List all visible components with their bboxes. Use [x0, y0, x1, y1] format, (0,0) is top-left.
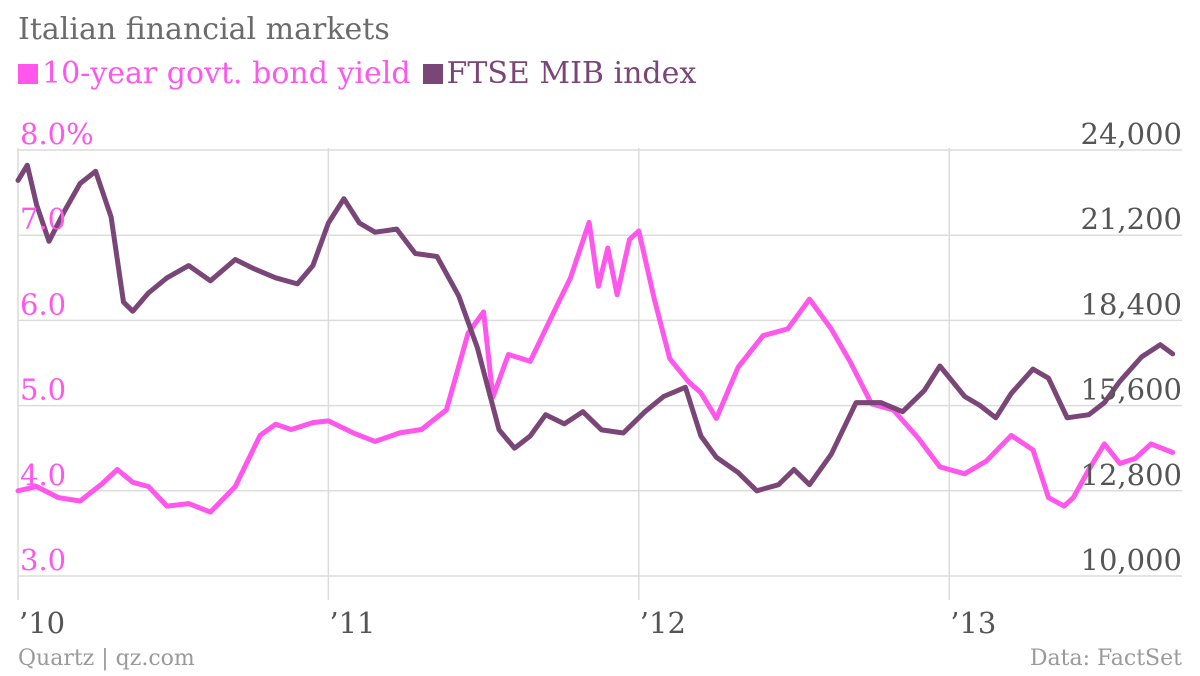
series-line-yield: [15, 219, 1176, 515]
y-right-tick-label: 18,400: [1081, 287, 1182, 321]
legend-item-yield: 10-year govt. bond yield: [18, 56, 411, 91]
y-right-tick-label: 10,000: [1081, 543, 1182, 577]
legend-swatch-yield: [18, 63, 38, 84]
y-right-tick-label: 12,800: [1081, 458, 1182, 492]
chart-title: Italian financial markets: [18, 12, 390, 47]
legend-item-ftse: FTSE MIB index: [422, 56, 697, 91]
x-tick-label: ’11: [329, 606, 375, 640]
y-left-tick-label: 5.0: [20, 373, 66, 407]
y-right-tick-label: 21,200: [1081, 202, 1182, 236]
y-left-tick-label: 7.0: [20, 202, 66, 236]
data-source: Data: FactSet: [1029, 646, 1182, 671]
x-tick-label: ’13: [950, 606, 996, 640]
y-left-tick-label: 8.0%: [20, 117, 94, 151]
x-tick-label: ’10: [19, 606, 65, 640]
x-tick-label: ’12: [640, 606, 686, 640]
legend-swatch-ftse: [422, 63, 443, 84]
y-right-tick-label: 24,000: [1081, 117, 1182, 151]
legend: 10-year govt. bond yield FTSE MIB index: [18, 56, 708, 91]
legend-label-yield: 10-year govt. bond yield: [42, 56, 411, 91]
legend-label-ftse: FTSE MIB index: [446, 56, 697, 91]
y-left-tick-label: 6.0: [20, 287, 66, 321]
series-line-ftse: [15, 162, 1176, 494]
y-left-tick-label: 3.0: [20, 543, 66, 577]
y-left-tick-label: 4.0: [20, 458, 66, 492]
y-right-tick-label: 15,600: [1081, 373, 1182, 407]
source-credit: Quartz | qz.com: [18, 646, 195, 671]
